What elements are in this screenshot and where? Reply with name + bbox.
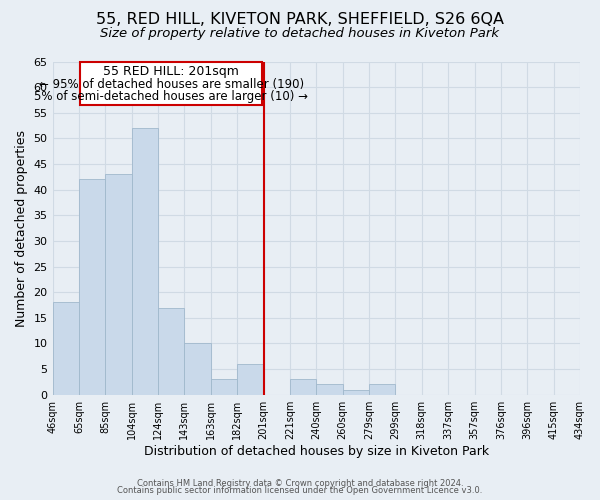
- Bar: [79, 180, 105, 394]
- Bar: [105, 174, 131, 394]
- Bar: [131, 128, 158, 394]
- Bar: [211, 380, 237, 394]
- Text: 55, RED HILL, KIVETON PARK, SHEFFIELD, S26 6QA: 55, RED HILL, KIVETON PARK, SHEFFIELD, S…: [96, 12, 504, 28]
- Text: Contains public sector information licensed under the Open Government Licence v3: Contains public sector information licen…: [118, 486, 482, 495]
- FancyBboxPatch shape: [80, 62, 262, 105]
- Text: ← 95% of detached houses are smaller (190): ← 95% of detached houses are smaller (19…: [38, 78, 304, 90]
- Text: Contains HM Land Registry data © Crown copyright and database right 2024.: Contains HM Land Registry data © Crown c…: [137, 478, 463, 488]
- Text: 55 RED HILL: 201sqm: 55 RED HILL: 201sqm: [103, 64, 239, 78]
- Text: Size of property relative to detached houses in Kiveton Park: Size of property relative to detached ho…: [101, 28, 499, 40]
- X-axis label: Distribution of detached houses by size in Kiveton Park: Distribution of detached houses by size …: [144, 444, 489, 458]
- Bar: [184, 344, 211, 394]
- Text: 5% of semi-detached houses are larger (10) →: 5% of semi-detached houses are larger (1…: [34, 90, 308, 103]
- Bar: [290, 380, 316, 394]
- Bar: [53, 302, 79, 394]
- Bar: [316, 384, 343, 394]
- Bar: [343, 390, 369, 394]
- Bar: [237, 364, 263, 394]
- Y-axis label: Number of detached properties: Number of detached properties: [15, 130, 28, 326]
- Bar: [369, 384, 395, 394]
- Bar: [158, 308, 184, 394]
